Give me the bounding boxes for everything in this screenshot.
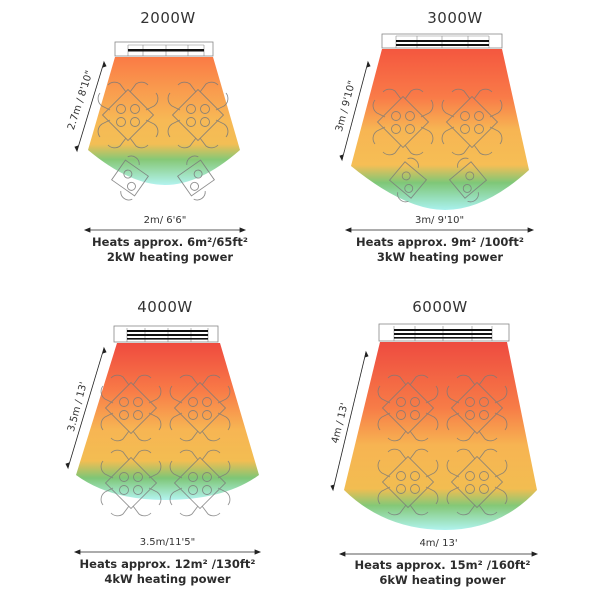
seating-icons (100, 374, 231, 517)
seating-icons (377, 374, 508, 516)
power-label: 3kW heating power (376, 250, 504, 264)
depth-dimension-arrow (330, 350, 369, 492)
area-label: Heats approx. 12m² /130ft² (79, 557, 256, 571)
depth-dimension-arrow (65, 346, 107, 470)
width-dimension-arrow (338, 551, 539, 557)
wattage-title: 3000W (427, 9, 483, 27)
width-label: 2m/ 6'6" (143, 215, 187, 226)
power-label: 6kW heating power (379, 573, 506, 587)
seating-icons (372, 88, 503, 203)
wattage-title: 4000W (137, 298, 193, 316)
area-label: Heats approx. 6m²/65ft² (92, 235, 248, 249)
depth-dimension-arrow (339, 60, 371, 162)
depth-dimension-arrow (74, 60, 107, 153)
panel-3000w: 3000W (300, 0, 600, 290)
panel-4000w: 4000W (0, 290, 300, 600)
heat-zone (351, 49, 529, 210)
caption: Heats approx. 15m² /160ft² 6kW heating p… (330, 558, 555, 588)
caption: Heats approx. 6m²/65ft² 2kW heating powe… (60, 235, 280, 265)
area-label: Heats approx. 15m² /160ft² (354, 558, 531, 572)
heater-unit-icon (114, 41, 214, 57)
heat-coverage-diagram (74, 41, 247, 233)
panel-6000w: 6000W (300, 290, 600, 600)
width-label: 4m/ 13' (419, 538, 458, 549)
heat-zone (76, 343, 259, 500)
width-label: 3m/ 9'10" (414, 215, 465, 226)
heater-unit-icon (113, 325, 219, 343)
power-label: 4kW heating power (104, 572, 231, 586)
power-label: 2kW heating power (106, 250, 234, 264)
heater-unit-icon (378, 323, 510, 342)
width-label: 3.5m/11'5" (139, 537, 196, 548)
caption: Heats approx. 9m² /100ft² 3kW heating po… (330, 235, 550, 265)
heat-coverage-diagram (65, 325, 262, 555)
heat-coverage-diagram (330, 323, 539, 557)
heat-zone (344, 342, 537, 530)
wattage-title: 2000W (140, 9, 196, 27)
area-label: Heats approx. 9m² /100ft² (356, 235, 524, 249)
heat-coverage-diagram (339, 33, 535, 233)
width-dimension-arrow (344, 227, 535, 233)
panel-2000w: 2000W (0, 0, 300, 290)
width-dimension-arrow (83, 227, 247, 233)
width-dimension-arrow (73, 549, 262, 555)
heater-unit-icon (381, 33, 503, 49)
wattage-title: 6000W (412, 298, 468, 316)
caption: Heats approx. 12m² /130ft² 4kW heating p… (55, 557, 280, 587)
seating-icons (97, 81, 229, 201)
